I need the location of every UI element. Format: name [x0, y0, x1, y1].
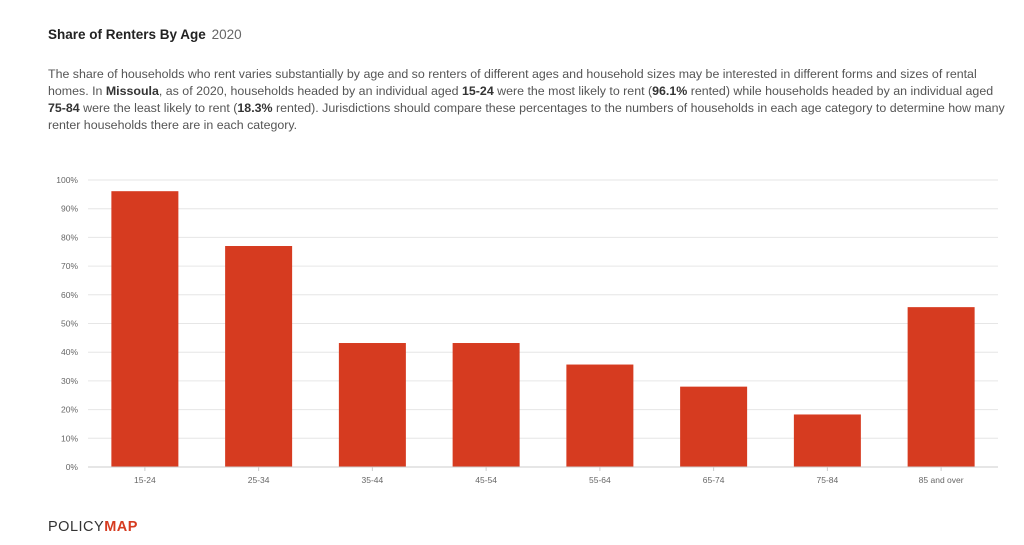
gridlines — [88, 179, 998, 468]
x-tick-label: 75-84 — [817, 475, 839, 485]
description-most-age: 15-24 — [462, 84, 494, 98]
description-least-pct: 18.3% — [237, 101, 273, 115]
description-text: rented). Jurisdictions should compare th… — [48, 101, 1005, 132]
description-text: were the most likely to rent ( — [493, 84, 653, 98]
y-tick-label: 0% — [66, 462, 79, 472]
x-axis-ticks: 15-24 25-34 35-44 45-54 55-64 65-74 75-84 85 an… — [88, 466, 998, 485]
y-tick-label: 10% — [61, 433, 78, 443]
y-tick-label: 70% — [61, 261, 78, 271]
y-tick-label: 90% — [61, 204, 78, 214]
chart-description: The share of households who rent varies … — [48, 66, 1006, 134]
chart-title: Share of Renters By Age 2020 — [48, 27, 242, 42]
x-tick-label: 85 and over — [919, 475, 964, 485]
bar-55-64[interactable] — [566, 364, 634, 467]
x-tick-label: 55-64 — [589, 475, 611, 485]
y-tick-label: 40% — [61, 347, 78, 357]
description-text: , as of 2020, households headed by an in… — [158, 84, 463, 98]
x-tick-label: 35-44 — [362, 475, 384, 485]
logo-text-bold: MAP — [104, 519, 138, 535]
description-text: were the least likely to rent ( — [79, 101, 238, 115]
description-place: Missoula — [105, 84, 159, 98]
description-least-age: 75-84 — [48, 101, 80, 115]
x-tick-label: 65-74 — [703, 475, 725, 485]
description-text: The share of households who rent varies … — [48, 67, 977, 98]
y-tick-label: 20% — [61, 405, 78, 415]
bar-35-44[interactable] — [338, 343, 406, 467]
chart-title-text: Share of Renters By Age — [48, 27, 206, 42]
y-axis-ticks: 0% 10% 20% 30% 40% 50% 60% 70% 80% 90% 100% — [56, 175, 78, 472]
bar-65-74[interactable] — [680, 386, 748, 467]
bar-25-34[interactable] — [225, 246, 293, 467]
bar-85-and-over[interactable] — [907, 307, 975, 467]
y-tick-label: 80% — [61, 232, 78, 242]
x-tick-label: 25-34 — [248, 475, 270, 485]
bars — [111, 191, 975, 467]
x-tick-label: 15-24 — [134, 475, 156, 485]
x-tick-label: 45-54 — [475, 475, 497, 485]
chart-title-year: 2020 — [211, 27, 242, 42]
bar-15-24[interactable] — [111, 191, 179, 467]
description-text: rented) while households headed by an in… — [687, 84, 994, 98]
y-tick-label: 50% — [61, 319, 78, 329]
bar-45-54[interactable] — [452, 343, 520, 467]
y-tick-label: 30% — [61, 376, 78, 386]
description-most-pct: 96.1% — [652, 84, 688, 98]
y-tick-label: 60% — [61, 290, 78, 300]
bar-75-84[interactable] — [793, 414, 861, 467]
logo-text-light: POLICY — [48, 519, 105, 535]
y-tick-label: 100% — [56, 175, 78, 185]
policymap-logo[interactable]: POLICYMAP — [48, 519, 138, 535]
bar-chart: 0% 10% 20% 30% 40% 50% 60% 70% 80% 90% 100% 15-24 2… — [56, 175, 998, 485]
